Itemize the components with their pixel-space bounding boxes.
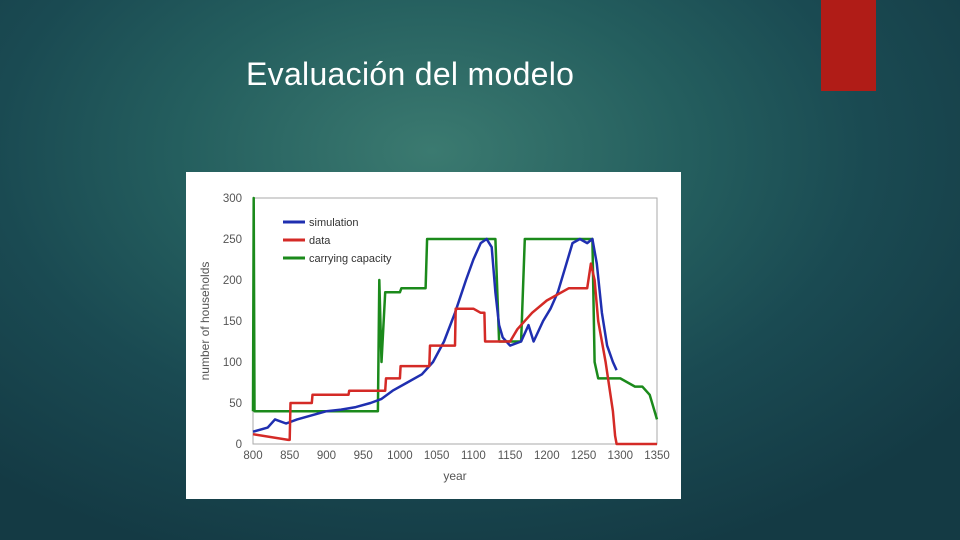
x-tick-label: 1350 [644, 450, 670, 462]
x-tick-label: 1000 [387, 450, 413, 462]
y-tick-label: 150 [223, 316, 242, 328]
x-tick-label: 850 [280, 450, 299, 462]
y-tick-label: 0 [236, 439, 242, 451]
y-tick-label: 250 [223, 234, 242, 246]
slide-title: Evaluación del modelo [246, 56, 575, 92]
series-line-data [252, 262, 657, 446]
x-tick-label: 1200 [534, 450, 560, 462]
x-tick-label: 800 [243, 450, 262, 462]
x-tick-label: 1150 [498, 450, 523, 462]
accent-bar [821, 0, 876, 91]
x-tick-label: 950 [354, 450, 373, 462]
legend-label: carrying capacity [309, 253, 392, 265]
x-tick-label: 1050 [424, 450, 450, 462]
x-tick-label: 1250 [571, 450, 597, 462]
legend-label: data [309, 235, 331, 247]
x-tick-label: 900 [317, 450, 336, 462]
chart-figure: 800 850 900 950 1000 1050 1100 1150 1200 1250 1300… [186, 172, 681, 499]
x-axis-label: year [443, 469, 466, 483]
x-tick-label: 1100 [461, 450, 486, 462]
y-tick-label: 50 [229, 398, 242, 410]
series-line-simulation [252, 237, 618, 433]
x-tick-label: 1300 [607, 450, 633, 462]
chart-svg: 800 850 900 950 1000 1050 1100 1150 1200 1250 1300… [198, 193, 670, 483]
y-tick-label: 100 [223, 357, 242, 369]
y-axis-label: number of households [198, 262, 212, 381]
legend-label: simulation [309, 217, 359, 229]
y-tick-label: 200 [223, 275, 242, 287]
y-tick-label: 300 [223, 193, 242, 205]
